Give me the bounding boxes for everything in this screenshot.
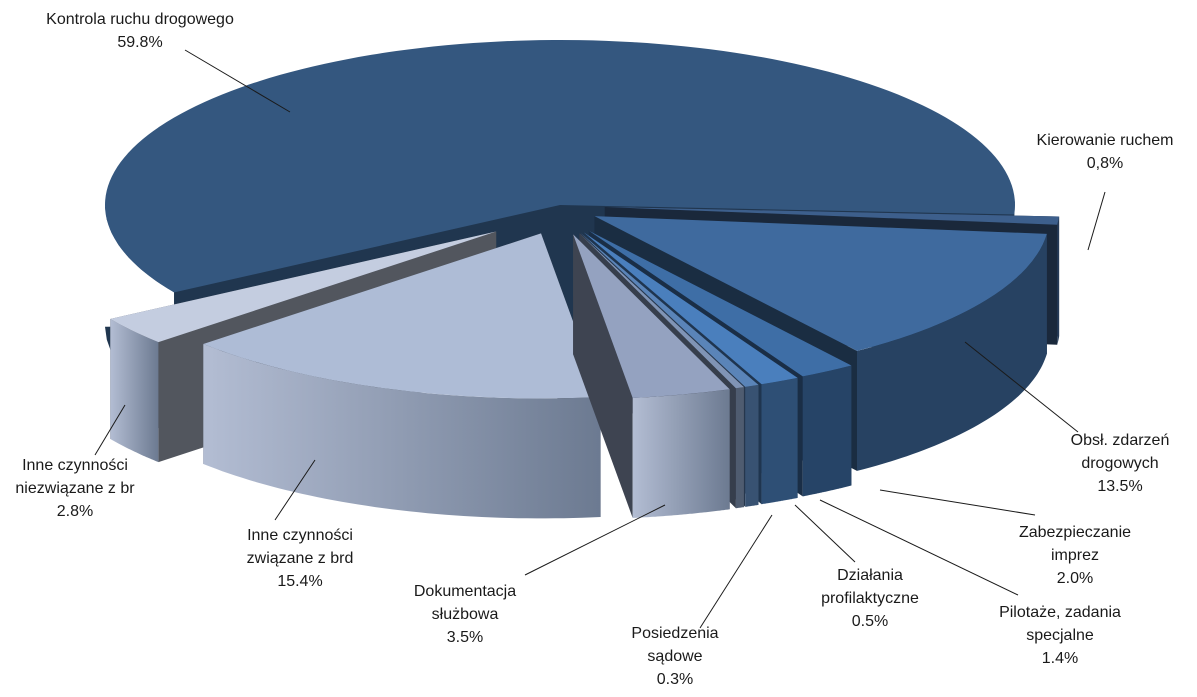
slice-category-label: Obsł. zdarzeń bbox=[1071, 432, 1170, 449]
slice-top bbox=[594, 216, 1047, 351]
slice-category-label: niezwiązane z br bbox=[15, 480, 135, 497]
slice-top bbox=[579, 233, 744, 389]
slice-label-8: Dokumentacja służbowa 3.5% bbox=[414, 504, 666, 646]
slice-label-2: Kierowanie ruchem 0,8% bbox=[1037, 132, 1174, 251]
slice-value-label: 2.0% bbox=[1057, 570, 1093, 587]
slice-category-label: drogowych bbox=[1081, 455, 1158, 472]
slice-category-label: imprez bbox=[1051, 547, 1099, 564]
slice-label-6: Działania profilaktyczne 0.5% bbox=[794, 504, 919, 630]
slice-value-label: 13.5% bbox=[1097, 478, 1142, 495]
slice-category-label: Działania bbox=[837, 567, 903, 584]
leader-line bbox=[699, 514, 773, 629]
slice-rim bbox=[735, 387, 744, 509]
slice-wall bbox=[573, 234, 633, 518]
slice-label-4: Zabezpieczanie imprez 2.0% bbox=[879, 489, 1131, 587]
slice-value-label: 0,8% bbox=[1087, 155, 1123, 172]
slice-category-label: Kierowanie ruchem bbox=[1037, 132, 1174, 149]
slice-category-label: Inne czynności bbox=[22, 457, 128, 474]
slices-layer bbox=[105, 40, 1060, 519]
leader-line bbox=[964, 341, 1079, 433]
leader-line bbox=[524, 504, 666, 576]
slice-category-label: profilaktyczne bbox=[821, 590, 919, 607]
leader-line bbox=[184, 49, 291, 113]
slice-category-label: specjalne bbox=[1026, 627, 1094, 644]
slice-value-label: 2.8% bbox=[57, 503, 93, 520]
slice-label-9: Inne czynności związane z brd 15.4% bbox=[247, 459, 354, 590]
slice-category-label: służbowa bbox=[432, 606, 499, 623]
slice-category-label: związane z brd bbox=[247, 550, 354, 567]
pie-slice-9 bbox=[203, 233, 601, 519]
slice-rim bbox=[203, 344, 601, 519]
slice-label-3: Obsł. zdarzeń drogowych 13.5% bbox=[964, 341, 1170, 495]
slice-category-label: Inne czynności bbox=[247, 527, 353, 544]
leader-line bbox=[819, 499, 1019, 596]
slice-rim bbox=[857, 233, 1047, 471]
slice-rim bbox=[110, 318, 159, 463]
pie-slice-8 bbox=[573, 234, 730, 518]
slice-value-label: 15.4% bbox=[277, 573, 322, 590]
slice-top bbox=[604, 207, 1060, 225]
leader-line bbox=[274, 459, 316, 521]
slice-value-label: 3.5% bbox=[447, 629, 483, 646]
slice-category-label: Zabezpieczanie bbox=[1019, 524, 1131, 541]
slice-label-1: Kontrola ruchu drogowego 59.8% bbox=[46, 11, 291, 113]
slice-label-7: Posiedzenia sądowe 0.3% bbox=[631, 514, 773, 688]
leader-line bbox=[1087, 191, 1106, 251]
slice-category-label: Pilotaże, zadania bbox=[999, 604, 1121, 621]
slice-rim bbox=[1057, 216, 1060, 345]
slice-label-5: Pilotaże, zadania specjalne 1.4% bbox=[819, 499, 1121, 667]
slice-top bbox=[580, 233, 759, 387]
leader-line bbox=[94, 404, 126, 456]
slice-category-label: Kontrola ruchu drogowego bbox=[46, 11, 234, 28]
slice-category-label: sądowe bbox=[647, 648, 702, 665]
slice-value-label: 1.4% bbox=[1042, 650, 1078, 667]
slice-rim bbox=[745, 384, 759, 507]
slice-top bbox=[203, 233, 601, 399]
labels-layer: Kontrola ruchu drogowego 59.8% Kierowanie … bbox=[15, 11, 1173, 688]
slice-rim bbox=[802, 365, 852, 497]
leader-line bbox=[879, 489, 1036, 516]
slice-value-label: 0.3% bbox=[657, 671, 693, 688]
slice-value-label: 0.5% bbox=[852, 613, 888, 630]
slice-category-label: Dokumentacja bbox=[414, 583, 516, 600]
slice-label-10: Inne czynności niezwiązane z br 2.8% bbox=[15, 404, 135, 520]
slice-rim bbox=[632, 389, 730, 518]
leader-line bbox=[794, 504, 856, 563]
slice-top bbox=[105, 40, 1015, 293]
slice-top bbox=[110, 231, 497, 343]
slice-rim bbox=[761, 377, 798, 505]
slice-category-label: Posiedzenia bbox=[631, 625, 718, 642]
slice-top bbox=[583, 232, 798, 385]
slice-top bbox=[588, 230, 852, 377]
slice-value-label: 59.8% bbox=[117, 34, 162, 51]
slice-top bbox=[573, 234, 730, 398]
